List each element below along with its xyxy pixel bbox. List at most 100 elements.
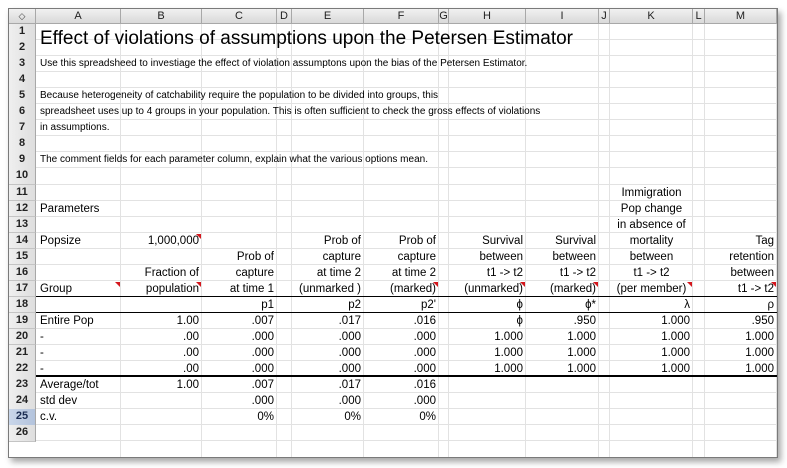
summary-label: Average/tot <box>40 379 99 392</box>
group-value-m: 1.000 <box>745 363 774 376</box>
gridline <box>36 119 777 121</box>
summary-top-line <box>36 375 777 378</box>
group-value-b: .00 <box>183 347 199 359</box>
comment-indicator-icon[interactable] <box>520 281 525 287</box>
column-header-b[interactable]: B <box>121 9 202 24</box>
gridline <box>291 24 292 457</box>
group-value-i: 1.000 <box>567 347 596 359</box>
gridline <box>598 24 599 457</box>
gridline <box>438 24 439 457</box>
parameters-label: Parameters <box>40 202 100 215</box>
comment-indicator-icon[interactable] <box>196 281 201 287</box>
gridline <box>36 55 777 57</box>
column-header-m[interactable]: M <box>705 9 777 24</box>
row-header-9[interactable]: 9 <box>9 152 36 169</box>
row-header-16[interactable]: 16 <box>9 264 36 282</box>
row-header-23[interactable]: 23 <box>9 377 36 394</box>
row-header-21[interactable]: 21 <box>9 345 36 362</box>
group-value-k: 1.000 <box>661 314 690 327</box>
column-header-d[interactable]: D <box>277 9 292 24</box>
comment-indicator-icon[interactable] <box>593 281 598 287</box>
group-value-c: .007 <box>251 314 274 327</box>
row-header-4[interactable]: 4 <box>9 72 36 89</box>
comment-indicator-icon[interactable] <box>687 281 692 287</box>
select-all-corner-icon[interactable]: ◇ <box>9 9 36 24</box>
param-symbol-c: p1 <box>261 298 274 311</box>
summary-label: std dev <box>40 395 78 408</box>
summary-value-f: .000 <box>413 395 436 408</box>
param-header-k: t1 -> t2 <box>633 266 670 279</box>
group-value-h: ϕ <box>516 314 523 327</box>
column-header-j[interactable]: J <box>599 9 610 24</box>
gridline <box>276 24 277 457</box>
row-header-2[interactable]: 2 <box>9 40 36 57</box>
note-line: spreadsheet uses up to 4 groups in your … <box>40 106 541 118</box>
row-header-18[interactable]: 18 <box>9 296 36 314</box>
param-header-h: t1 -> t2 <box>486 266 523 279</box>
column-header-g[interactable]: G <box>439 9 449 24</box>
summary-value-f: .016 <box>413 379 436 392</box>
row-header-14[interactable]: 14 <box>9 232 36 250</box>
column-header-h[interactable]: H <box>449 9 526 24</box>
gridline <box>36 344 777 345</box>
gridline <box>201 24 202 457</box>
comment-indicator-icon[interactable] <box>771 281 776 287</box>
row-header-17[interactable]: 17 <box>9 280 36 298</box>
row-header-6[interactable]: 6 <box>9 104 36 121</box>
row-header-11[interactable]: 11 <box>9 184 36 202</box>
param-header-k: Pop change <box>620 202 683 215</box>
group-value-f: .000 <box>413 347 436 359</box>
group-value-e: .017 <box>338 314 361 327</box>
param-header-b: Fraction of <box>144 266 199 279</box>
row-header-3[interactable]: 3 <box>9 56 36 73</box>
row-header-22[interactable]: 22 <box>9 361 36 378</box>
comment-indicator-icon[interactable] <box>196 233 201 239</box>
param-header-h: between <box>479 250 523 263</box>
param-header-m: Tag <box>755 234 774 247</box>
group-value-e: .000 <box>338 347 361 359</box>
comment-indicator-icon[interactable] <box>115 281 120 287</box>
row-header-10[interactable]: 10 <box>9 168 36 185</box>
param-header-f: (marked) <box>389 282 436 295</box>
param-symbol-i: ϕ* <box>585 298 596 311</box>
column-header-l[interactable]: L <box>693 9 705 24</box>
row-header-12[interactable]: 12 <box>9 200 36 218</box>
gridline <box>525 24 526 457</box>
row-header-24[interactable]: 24 <box>9 393 36 410</box>
row-header-8[interactable]: 8 <box>9 136 36 153</box>
row-header-15[interactable]: 15 <box>9 248 36 266</box>
gridline <box>36 440 777 442</box>
gridline <box>36 39 777 41</box>
summary-value-e: .017 <box>338 379 361 392</box>
row-header-20[interactable]: 20 <box>9 328 36 346</box>
column-header-f[interactable]: F <box>364 9 439 24</box>
column-header-k[interactable]: K <box>610 9 693 24</box>
column-header-e[interactable]: E <box>292 9 364 24</box>
column-header-a[interactable]: A <box>36 9 121 24</box>
param-symbol-e: p2 <box>348 298 361 311</box>
row-header-25[interactable]: 25 <box>9 409 36 426</box>
row-header-5[interactable]: 5 <box>9 88 36 105</box>
group-value-c: .000 <box>251 363 274 376</box>
param-header-k: in absence of <box>617 218 686 231</box>
row-header-26[interactable]: 26 <box>9 425 36 442</box>
param-header-k: mortality <box>629 234 674 247</box>
gridline <box>36 103 777 105</box>
param-header-c: at time 1 <box>229 282 274 295</box>
group-value-b: .00 <box>183 363 199 376</box>
comment-indicator-icon[interactable] <box>433 281 438 287</box>
row-header-19[interactable]: 19 <box>9 312 36 330</box>
row-header-13[interactable]: 13 <box>9 216 36 234</box>
group-value-c: .000 <box>251 330 274 343</box>
gridline <box>36 327 777 329</box>
group-name: Entire Pop <box>40 314 94 327</box>
column-header-i[interactable]: I <box>526 9 599 24</box>
summary-value-f: 0% <box>419 411 436 424</box>
gridline <box>36 71 777 73</box>
group-value-h: 1.000 <box>494 347 523 359</box>
row-header-7[interactable]: 7 <box>9 120 36 137</box>
group-value-h: 1.000 <box>494 363 523 376</box>
row-header-1[interactable]: 1 <box>9 24 36 41</box>
column-header-c[interactable]: C <box>202 9 277 24</box>
param-header-i: Survival <box>555 234 596 247</box>
